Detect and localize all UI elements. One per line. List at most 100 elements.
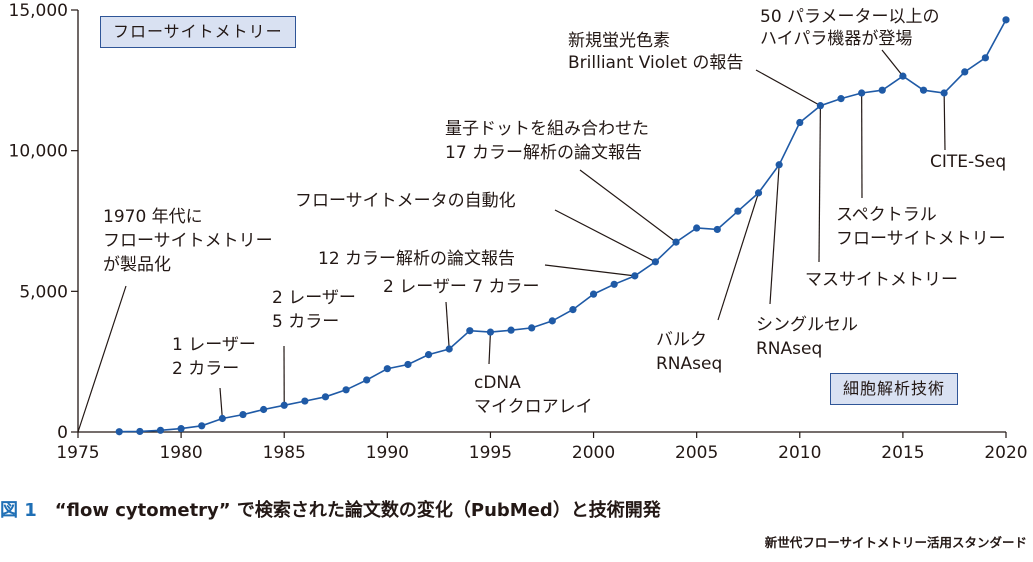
annotation-leader-line	[881, 49, 904, 77]
chart-axes	[77, 10, 1006, 433]
x-tick-label: 2020	[984, 443, 1027, 463]
data-point	[260, 405, 268, 414]
data-point	[177, 425, 185, 433]
x-tick-label: 1990	[366, 443, 409, 463]
data-point	[239, 410, 247, 419]
annotation-label: 1 レーザー	[172, 335, 256, 355]
annotation-label: Brilliant Violet の報告	[568, 53, 743, 73]
annotation-label: 量子ドットを組み合わせた	[445, 119, 649, 139]
data-point	[775, 161, 783, 169]
data-point	[899, 72, 907, 80]
annotation-label: シングルセル	[756, 315, 858, 335]
data-point	[507, 326, 515, 334]
data-point	[466, 327, 474, 335]
annotation-label: が製品化	[103, 255, 171, 275]
data-point	[610, 280, 618, 288]
annotation-label: 新規蛍光色素	[568, 31, 670, 51]
legend-box-cell-analysis: 細胞解析技術	[830, 373, 959, 405]
annotation-leader-line	[579, 169, 677, 243]
annotation-label: CITE-Seq	[930, 152, 1006, 172]
data-point	[816, 102, 825, 110]
data-point	[940, 89, 948, 97]
annotation-leader-line	[77, 285, 127, 433]
chart-series	[115, 16, 1010, 436]
data-point	[528, 324, 536, 332]
data-point	[961, 68, 969, 76]
data-point	[981, 54, 989, 62]
annotation-leader-line	[769, 164, 780, 305]
data-point	[631, 272, 639, 280]
annotation-label: 17 カラー解析の論文報告	[445, 143, 642, 163]
annotation-leaders	[77, 49, 946, 433]
data-point	[363, 376, 371, 384]
x-tick-label: 2005	[675, 443, 718, 463]
annotation-label: マスサイトメトリー	[805, 270, 958, 290]
annotation-label: マイクロアレイ	[474, 397, 593, 417]
x-tick-label: 2000	[572, 443, 615, 463]
data-point	[486, 328, 495, 336]
series-line	[119, 19, 1007, 433]
data-point	[218, 414, 226, 423]
data-point	[383, 365, 391, 373]
data-point	[301, 397, 309, 405]
data-point	[424, 351, 433, 359]
data-point	[713, 225, 721, 234]
y-tick-label: 0	[57, 423, 68, 443]
data-point	[156, 426, 165, 434]
x-tick-label: 2010	[778, 443, 821, 463]
x-tick-label: 1995	[469, 443, 512, 463]
annotation-label: cDNA	[474, 373, 521, 393]
x-tick-label: 2015	[881, 443, 924, 463]
data-point	[919, 86, 928, 94]
annotation-leader-line	[219, 387, 223, 419]
annotation-label: 2 レーザー 7 カラー	[383, 277, 540, 297]
annotation-label: RNAseq	[656, 354, 722, 374]
annotation-label: バルク	[656, 330, 707, 350]
data-point	[342, 386, 350, 394]
annotation-label: フローサイトメトリー	[836, 229, 1006, 249]
annotation-leader-line	[818, 105, 822, 263]
x-tick-label: 1980	[159, 443, 202, 463]
data-point	[280, 401, 288, 409]
annotation-leader-line	[554, 209, 656, 263]
chart-canvas: 1975 1980 1985 1990 1995 2000 2005 2010 2015 2020…	[9, 1, 1028, 463]
data-point	[651, 258, 660, 266]
data-point	[837, 95, 845, 103]
data-point	[548, 317, 556, 325]
data-point	[754, 189, 763, 197]
data-point	[693, 224, 701, 232]
x-tick-label: 1975	[56, 443, 99, 463]
figure-number: 図 1	[0, 500, 37, 521]
y-tick-label: 15,000	[9, 1, 68, 21]
data-point	[321, 393, 330, 401]
annotation-leader-line	[488, 332, 492, 365]
data-point	[404, 360, 412, 369]
y-tick-label: 5,000	[19, 282, 68, 302]
chart-ticks: 1975 1980 1985 1990 1995 2000 2005 2010 2015 2020…	[9, 1, 1028, 463]
y-tick-label: 10,000	[9, 142, 68, 162]
annotation-label: 1970 年代に	[103, 207, 203, 227]
annotation-label: 12 カラー解析の論文報告	[318, 249, 515, 269]
x-tick-label: 1985	[263, 443, 306, 463]
annotation-label: 2 レーザー	[272, 288, 356, 308]
data-point	[136, 427, 144, 436]
annotation-label: フローサイトメータの自動化	[295, 191, 516, 211]
annotation-leader-line	[445, 301, 450, 350]
data-point	[858, 89, 866, 97]
annotation-label: スペクトラル	[836, 205, 937, 225]
annotation-label: 50 パラメーター以上の	[760, 7, 940, 27]
data-point	[589, 290, 598, 298]
annotation-leader-line	[943, 92, 946, 151]
data-point	[672, 238, 680, 246]
data-point	[445, 345, 453, 353]
figure-caption-text: “flow cytometry” で検索された論文数の変化（PubMed）と技術…	[54, 500, 661, 521]
annotation-label: 2 カラー	[172, 359, 239, 379]
annotation-label: 5 カラー	[272, 312, 339, 332]
data-point	[734, 207, 742, 215]
annotation-leader-line	[544, 264, 635, 277]
annotation-leader-line	[717, 192, 760, 321]
data-point	[796, 118, 804, 127]
data-point	[878, 86, 886, 94]
annotation-leader-line	[755, 69, 821, 107]
